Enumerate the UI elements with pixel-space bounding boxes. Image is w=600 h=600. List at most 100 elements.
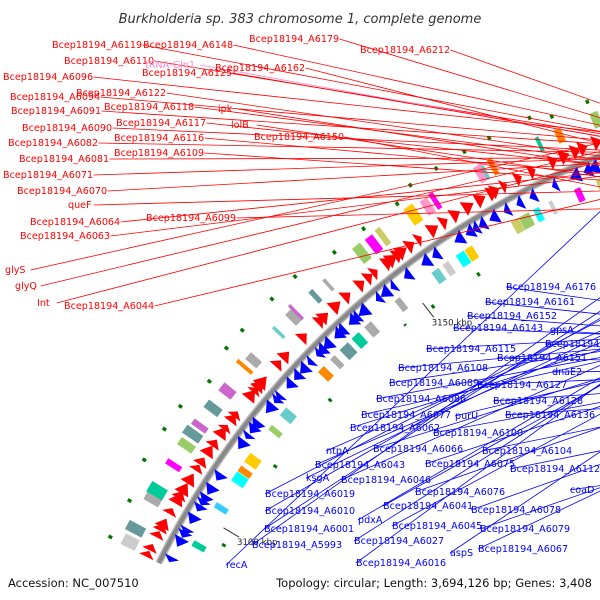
label-leader-line bbox=[340, 364, 600, 481]
marker bbox=[327, 397, 333, 403]
gene-label: Bcep18194_A5993 bbox=[252, 540, 342, 551]
feature-block bbox=[573, 187, 586, 203]
marker bbox=[403, 323, 407, 327]
gene-label: Bcep18194_A6089 bbox=[389, 378, 479, 389]
gene-label: Bcep18194_A6082 bbox=[8, 138, 98, 149]
gene-label: Bcep18194_A6064 bbox=[30, 217, 120, 228]
feature-block bbox=[534, 136, 545, 153]
forward-gene-arrow bbox=[212, 427, 226, 442]
reverse-gene-arrows bbox=[164, 158, 600, 563]
gene-label: Bcep18194_A6154 bbox=[545, 339, 600, 350]
gene-label: Bcep18194_A6125 bbox=[142, 68, 232, 79]
reverse-gene-arrow bbox=[306, 354, 319, 367]
label-leader-line bbox=[372, 377, 600, 450]
gene-label: tRNA-Gln1 bbox=[145, 60, 195, 71]
gene-label: Bcep18194_A6176 bbox=[506, 282, 596, 293]
gene-label: recA bbox=[226, 560, 248, 571]
tick-label: 3100 kbp bbox=[237, 538, 278, 548]
feature-block bbox=[518, 212, 536, 231]
gene-label: pdxA bbox=[358, 515, 383, 526]
marker bbox=[239, 327, 245, 333]
forward-gene-arrow bbox=[149, 531, 164, 541]
forward-gene-arrow bbox=[192, 457, 207, 469]
label-leader-line bbox=[454, 380, 600, 417]
tick-label: 3150 kbp bbox=[432, 318, 473, 328]
label-leader-line bbox=[107, 163, 600, 192]
gene-label: Bcep18194_A6117 bbox=[116, 118, 206, 129]
gene-label: lolB bbox=[231, 120, 249, 131]
reverse-gene-arrow bbox=[194, 501, 208, 512]
gene-label: Bcep18194_A6091 bbox=[11, 106, 101, 117]
forward-gene-arrow bbox=[199, 445, 213, 460]
reverse-gene-arrow bbox=[421, 252, 435, 266]
feature-block bbox=[237, 465, 253, 479]
feature-block bbox=[203, 399, 223, 418]
forward-gene-arrow bbox=[315, 312, 329, 326]
gene-label: Bcep18194_A6071 bbox=[3, 170, 93, 181]
gene-label: Bcep18194_A6118 bbox=[104, 102, 194, 113]
label-leader-line bbox=[56, 161, 600, 304]
reverse-gene-arrow bbox=[404, 266, 416, 280]
reverse-gene-arrow bbox=[187, 511, 202, 525]
reverse-gene-arrow bbox=[206, 481, 220, 495]
feature-block bbox=[143, 490, 163, 508]
feature-block bbox=[428, 191, 443, 210]
gene-label: Bcep18194_A6045 bbox=[392, 521, 482, 532]
tick-mark bbox=[223, 527, 240, 538]
feature-block bbox=[339, 342, 358, 361]
gene-label: Bcep18194_A6094 bbox=[10, 92, 100, 103]
feature-block bbox=[181, 424, 204, 444]
label-leader-line bbox=[233, 44, 600, 126]
label-leader-line bbox=[414, 427, 600, 493]
forward-gene-arrow bbox=[174, 483, 189, 498]
label-leader-line bbox=[200, 64, 600, 138]
label-leader-line bbox=[353, 384, 600, 542]
label-leader-line bbox=[100, 96, 600, 141]
marker bbox=[161, 426, 168, 432]
label-leader-line bbox=[232, 72, 600, 137]
label-leader-line bbox=[432, 402, 600, 434]
forward-gene-arrow bbox=[424, 225, 439, 239]
feature-block bbox=[120, 533, 140, 551]
feature-block bbox=[213, 502, 229, 515]
label-leader-line bbox=[206, 122, 600, 166]
marker bbox=[126, 498, 133, 504]
forward-gene-arrow bbox=[162, 508, 177, 518]
gene-label: Bcep18194_A6066 bbox=[373, 444, 463, 455]
reverse-gene-labels: Bcep18194_A6176 Bcep18194_A6161 Bcep18194_… bbox=[225, 211, 600, 571]
gene-label: purU bbox=[455, 411, 478, 422]
gene-label: Bcep18194_A6128 bbox=[493, 396, 583, 407]
reverse-gene-arrow bbox=[164, 553, 180, 563]
gene-label: Bcep18194_A6122 bbox=[76, 88, 166, 99]
forward-gene-arrow bbox=[311, 317, 324, 329]
forward-gene-arrow bbox=[447, 209, 461, 224]
gene-label: Bcep18194_A6116 bbox=[114, 133, 204, 144]
forward-gene-arrow bbox=[227, 411, 241, 422]
reverse-gene-arrow bbox=[323, 335, 337, 350]
gene-label: Bcep18194_A6127 bbox=[477, 380, 567, 391]
forward-gene-arrow bbox=[269, 360, 282, 372]
forward-gene-arrow bbox=[392, 247, 407, 261]
forward-gene-arrow bbox=[382, 254, 397, 269]
label-leader-line bbox=[355, 383, 600, 564]
marker bbox=[394, 201, 400, 207]
label-leader-line bbox=[325, 330, 600, 452]
gene-label: glyS bbox=[5, 265, 26, 276]
forward-gene-arrow bbox=[139, 550, 154, 561]
gene-label: Bcep18194_A6081 bbox=[19, 154, 109, 165]
feature-block bbox=[317, 366, 334, 382]
label-leader-line bbox=[110, 175, 600, 237]
gene-label: Bcep18194_A6119 bbox=[52, 40, 142, 51]
label-leader-line bbox=[154, 199, 600, 307]
feature-block bbox=[464, 245, 480, 262]
marker bbox=[430, 304, 436, 310]
marker bbox=[331, 249, 337, 255]
label-leader-line bbox=[305, 335, 600, 479]
reverse-gene-arrow bbox=[274, 389, 288, 401]
label-leader-line bbox=[263, 310, 600, 530]
gene-label: Bcep18194_A6001 bbox=[264, 524, 354, 535]
label-leader-line bbox=[256, 124, 600, 178]
forward-gene-arrow bbox=[436, 216, 448, 231]
gene-label: queF bbox=[68, 200, 92, 211]
